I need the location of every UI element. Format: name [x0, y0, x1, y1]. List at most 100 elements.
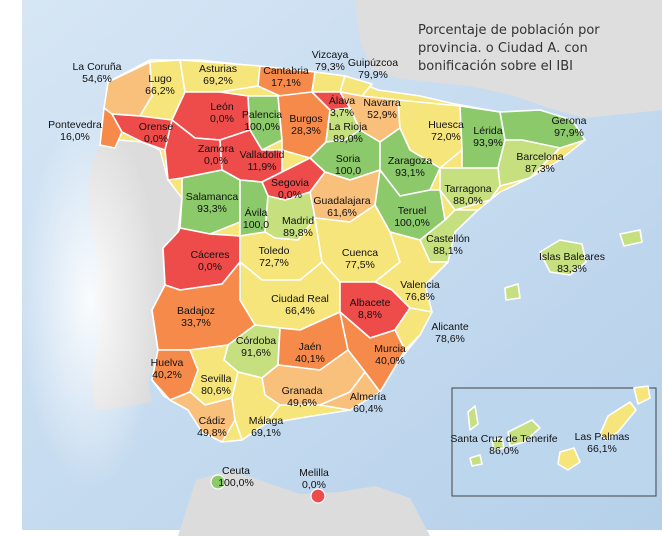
france-land	[355, 0, 662, 118]
label-value-teruel: 100,0%	[394, 217, 430, 229]
label-name-huesca: Huesca	[428, 119, 464, 131]
melilla-marker	[310, 488, 326, 504]
label-name-la-coruna: La Coruña	[72, 61, 121, 73]
ceuta-marker	[210, 474, 226, 490]
label-name-islas-baleares: Islas Baleares	[539, 251, 605, 263]
label-name-barcelona: Barcelona	[516, 151, 563, 163]
label-value-lugo: 66,2%	[145, 85, 175, 97]
label-name-melilla: Melilla	[299, 467, 329, 479]
label-name-cantabria: Cantabria	[263, 65, 309, 77]
label-value-malaga: 69,1%	[251, 427, 281, 439]
label-value-santa-cruz-de-tenerife: 86,0%	[489, 445, 519, 457]
label-value-alicante: 78,6%	[435, 333, 465, 345]
province-labels: La Coruña 54,6% Lugo 66,2% Asturias 69,2…	[48, 49, 629, 491]
label-value-caceres: 0,0%	[198, 261, 222, 273]
label-value-toledo: 72,7%	[259, 257, 289, 269]
label-name-cadiz: Cádiz	[199, 415, 226, 427]
label-name-cordoba: Córdoba	[236, 335, 276, 347]
provinces	[99, 59, 586, 443]
label-name-malaga: Málaga	[249, 415, 284, 427]
label-name-lugo: Lugo	[148, 73, 172, 85]
map-title-line-2: provincia. o Ciudad A. con	[418, 41, 588, 56]
province-palencia	[247, 95, 283, 151]
label-value-vizcaya: 79,3%	[315, 61, 345, 73]
label-value-guipuzcoa: 79,9%	[358, 69, 388, 81]
label-name-salamanca: Salamanca	[186, 191, 239, 203]
label-value-ceuta: 100,0%	[218, 477, 254, 489]
label-name-pontevedra: Pontevedra	[48, 119, 102, 131]
label-value-islas-baleares: 83,3%	[557, 263, 587, 275]
label-name-sevilla: Sevilla	[201, 373, 232, 385]
label-name-cuenca: Cuenca	[342, 247, 378, 259]
label-name-caceres: Cáceres	[190, 249, 229, 261]
label-value-cordoba: 91,6%	[241, 347, 271, 359]
label-value-soria: 100,0	[335, 165, 361, 177]
label-value-las-palmas: 66,1%	[587, 443, 617, 455]
label-value-asturias: 69,2%	[203, 75, 233, 87]
label-value-navarra: 52,9%	[367, 109, 397, 121]
morocco-land	[178, 470, 430, 536]
island-ibiza	[504, 283, 521, 301]
label-name-toledo: Toledo	[259, 245, 290, 257]
label-name-almeria: Almería	[350, 391, 386, 403]
label-value-pontevedra: 16,0%	[60, 131, 90, 143]
label-name-burgos: Burgos	[289, 113, 322, 125]
label-value-la-rioja: 89,0%	[333, 133, 363, 145]
label-name-segovia: Segovia	[271, 177, 309, 189]
province-pontevedra	[99, 107, 123, 149]
island-gran-canaria	[557, 447, 581, 471]
island-el-hierro	[469, 454, 483, 467]
island-lanzarote	[633, 385, 651, 405]
label-name-alicante: Alicante	[431, 321, 469, 333]
label-name-guipuzcoa: Guipúzcoa	[348, 57, 398, 69]
province-asturias	[179, 59, 261, 93]
canary-islands	[467, 385, 651, 471]
label-value-cantabria: 17,1%	[271, 77, 301, 89]
label-name-zamora: Zamora	[198, 143, 234, 155]
label-name-tarragona: Tarragona	[444, 183, 491, 195]
label-value-alava: 3,7%	[330, 107, 354, 119]
label-name-jaen: Jaén	[299, 341, 322, 353]
canary-inset-frame	[451, 387, 657, 497]
label-name-valencia: Valencia	[400, 279, 440, 291]
label-value-albacete: 8,8%	[358, 309, 382, 321]
label-value-cuenca: 77,5%	[345, 259, 375, 271]
label-value-sevilla: 80,6%	[201, 385, 231, 397]
label-value-zamora: 0,0%	[204, 155, 228, 167]
label-value-burgos: 28,3%	[291, 125, 321, 137]
label-value-murcia: 40,0%	[375, 355, 405, 367]
island-la-palma	[467, 405, 479, 431]
island-fuerteventura	[599, 401, 637, 441]
label-name-teruel: Teruel	[398, 205, 427, 217]
label-value-lerida: 93,9%	[473, 137, 503, 149]
label-name-santa-cruz-de-tenerife: Santa Cruz de Tenerife	[450, 433, 557, 445]
label-value-valencia: 76,8%	[405, 291, 435, 303]
label-name-vizcaya: Vizcaya	[312, 49, 349, 61]
label-value-orense: 0,0%	[144, 133, 168, 145]
label-value-badajoz: 33,7%	[181, 317, 211, 329]
label-value-palencia: 100,0%	[244, 121, 280, 133]
label-name-leon: León	[210, 101, 234, 113]
label-value-huelva: 40,2%	[152, 369, 182, 381]
label-name-gerona: Gerona	[551, 115, 586, 127]
island-menorca	[619, 229, 643, 247]
label-value-castellon: 88,1%	[433, 245, 463, 257]
label-value-avila: 100,0	[243, 219, 269, 231]
label-value-madrid: 89,8%	[283, 227, 313, 239]
label-value-cadiz: 49,8%	[197, 427, 227, 439]
label-name-lerida: Lérida	[473, 125, 502, 137]
label-name-granada: Granada	[282, 385, 323, 397]
sea-highlight	[20, 110, 160, 490]
label-value-huesca: 72,0%	[431, 131, 461, 143]
label-name-soria: Soria	[336, 153, 361, 165]
province-tarragona	[439, 167, 501, 211]
label-name-ceuta: Ceuta	[222, 465, 250, 477]
label-name-las-palmas: Las Palmas	[575, 431, 630, 443]
label-value-jaen: 40,1%	[295, 353, 325, 365]
label-name-avila: Ávila	[245, 206, 268, 219]
label-value-melilla: 0,0%	[302, 479, 326, 491]
label-value-valladolid: 11,9%	[248, 161, 277, 173]
label-value-la-coruna: 54,6%	[82, 73, 112, 85]
